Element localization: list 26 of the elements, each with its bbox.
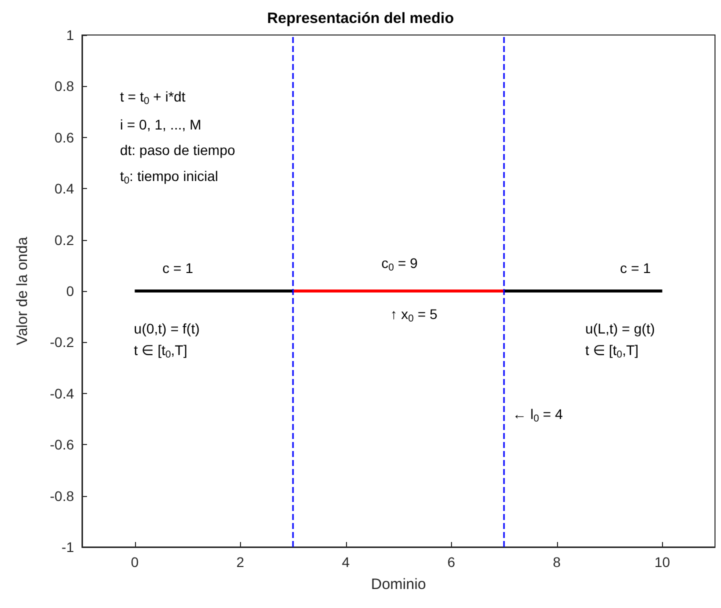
- y-axis-title: Valor de la onda: [14, 236, 31, 346]
- annotation: c = 1: [162, 260, 194, 276]
- y-tick-label: -1: [62, 539, 74, 555]
- chart-title: Representación del medio: [267, 10, 454, 27]
- x-tick-label: 4: [342, 554, 350, 570]
- x-tick-label: 0: [130, 554, 139, 570]
- y-tick-label: 0.6: [54, 129, 74, 146]
- annotation: dt: paso de tiempo: [120, 142, 236, 158]
- x-tick-label: 2: [236, 554, 244, 570]
- annotation: i = 0, 1, ..., M: [120, 116, 202, 133]
- y-tick-label: 0.8: [54, 78, 74, 94]
- y-tick-label: -0.6: [50, 436, 74, 453]
- annotation: c = 1: [620, 260, 652, 276]
- x-tick-label: 6: [447, 554, 456, 570]
- y-tick-label: -0.4: [50, 385, 74, 402]
- y-tick-label: -0.8: [50, 488, 74, 504]
- x-tick-label: 8: [552, 554, 561, 570]
- x-tick-label: 10: [654, 554, 670, 570]
- x-axis-title: Dominio: [370, 576, 426, 593]
- y-tick-label: 1: [66, 27, 74, 43]
- y-tick-label: 0: [66, 283, 74, 299]
- y-tick-label: 0.2: [54, 232, 74, 248]
- annotation: u(L,t) = g(t): [585, 320, 655, 336]
- y-tick-label: 0.4: [54, 180, 74, 197]
- annotation: u(0,t) = f(t): [134, 320, 200, 336]
- y-tick-label: -0.2: [50, 334, 74, 350]
